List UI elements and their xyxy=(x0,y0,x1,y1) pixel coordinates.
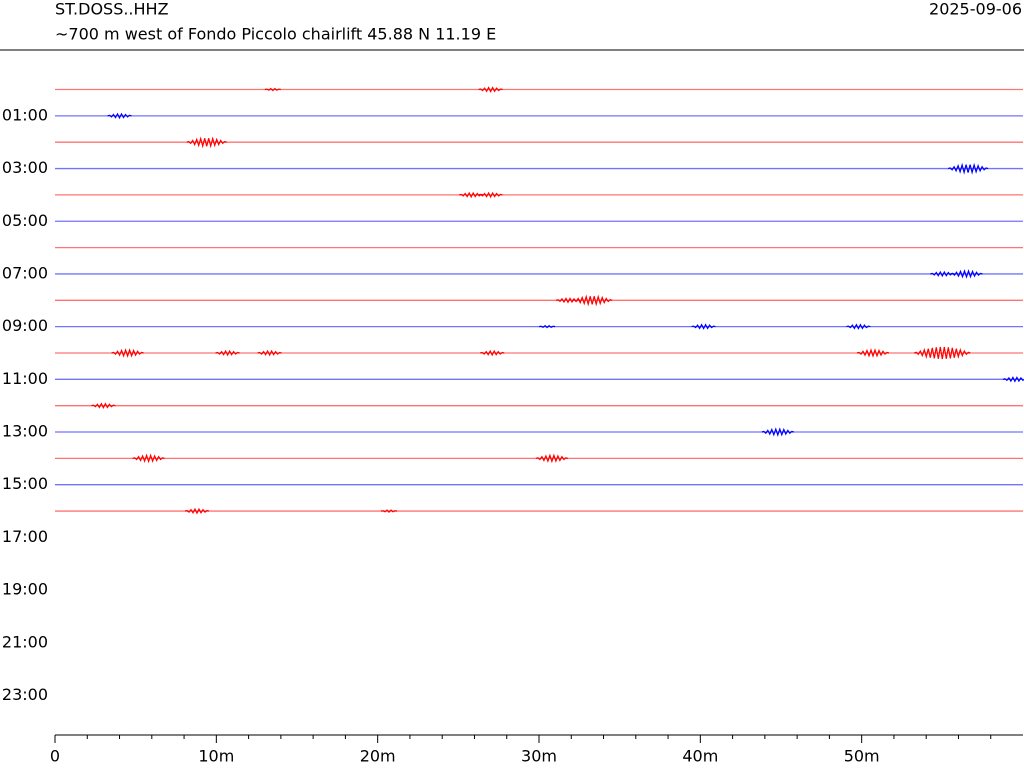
seismic-burst xyxy=(691,323,716,330)
y-tick-label: 23:00 xyxy=(2,685,48,704)
seismic-burst xyxy=(257,349,282,357)
x-tick-label: 10m xyxy=(198,747,234,766)
seismic-burst xyxy=(950,269,983,279)
y-tick-label: 01:00 xyxy=(2,105,48,124)
seismic-burst xyxy=(132,453,165,464)
seismic-burst xyxy=(535,453,569,464)
seismic-burst xyxy=(1002,376,1024,383)
seismic-burst xyxy=(846,323,871,330)
x-tick-label: 30m xyxy=(521,747,557,766)
y-tick-label: 17:00 xyxy=(2,527,48,546)
seismic-burst xyxy=(761,427,794,437)
y-tick-label: 15:00 xyxy=(2,474,48,493)
seismic-burst xyxy=(111,348,144,358)
chart-subtitle: ~700 m west of Fondo Piccolo chairlift 4… xyxy=(55,25,496,44)
seismic-burst xyxy=(186,136,227,149)
seismic-burst xyxy=(856,348,890,358)
seismic-burst xyxy=(184,507,210,515)
seismic-burst xyxy=(478,191,503,199)
y-tick-label: 07:00 xyxy=(2,263,48,282)
y-tick-label: 13:00 xyxy=(2,422,48,441)
y-tick-label: 03:00 xyxy=(2,158,48,177)
y-tick-label: 11:00 xyxy=(2,369,48,388)
seismic-burst xyxy=(930,270,955,278)
seismic-burst xyxy=(539,324,556,329)
y-tick-label: 21:00 xyxy=(2,632,48,651)
seismic-burst xyxy=(914,346,971,360)
seismic-burst xyxy=(947,162,989,175)
seismic-burst xyxy=(264,87,281,92)
x-tick-label: 0 xyxy=(50,747,60,766)
y-tick-label: 19:00 xyxy=(2,580,48,599)
y-tick-label: 09:00 xyxy=(2,316,48,335)
seismic-burst xyxy=(91,402,116,410)
x-tick-label: 40m xyxy=(682,747,718,766)
seismic-burst xyxy=(215,349,240,357)
y-tick-label: 05:00 xyxy=(2,211,48,230)
chart-date: 2025-09-06 xyxy=(929,0,1022,19)
seismic-burst xyxy=(480,349,505,357)
x-tick-label: 50m xyxy=(844,747,880,766)
seismic-burst xyxy=(380,509,398,513)
seismic-burst xyxy=(459,191,484,199)
seismic-burst xyxy=(107,112,132,120)
x-tick-label: 20m xyxy=(360,747,396,766)
seismic-burst xyxy=(572,294,613,307)
chart-title: ST.DOSS..HHZ xyxy=(55,0,169,19)
seismic-burst xyxy=(478,86,503,93)
